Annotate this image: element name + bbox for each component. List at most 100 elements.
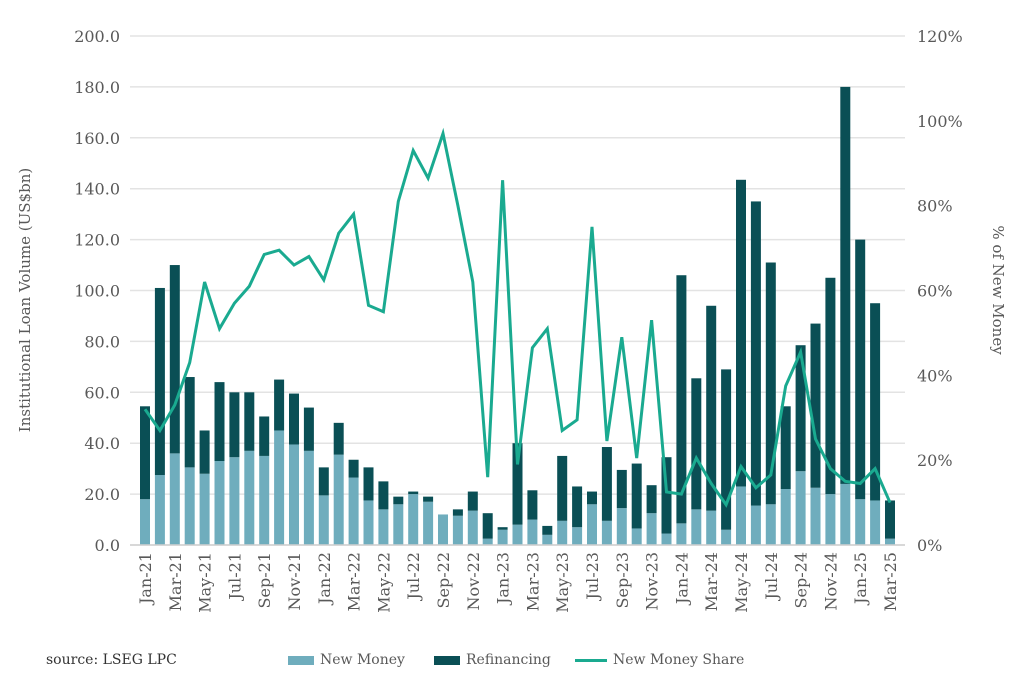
bar-new-money — [810, 487, 821, 545]
bar-refinancing — [378, 481, 389, 510]
bar-new-money — [333, 454, 344, 545]
legend-new-money: New Money — [288, 652, 405, 668]
bar-refinancing — [318, 467, 329, 496]
bar-new-money — [378, 509, 389, 545]
bar-refinancing — [512, 443, 523, 525]
y-axis-title: Institutional Loan Volume (US$bn) — [16, 168, 34, 432]
bar-new-money — [229, 457, 240, 545]
bar-new-money — [423, 501, 434, 545]
bar-refinancing — [527, 490, 538, 520]
bar-new-money — [527, 519, 538, 545]
x-tick-label: Sep-22 — [434, 552, 453, 608]
x-tick-label: Jan-21 — [136, 552, 155, 606]
x-tick-label: May-23 — [553, 552, 572, 613]
bar-new-money — [736, 486, 746, 545]
bar-refinancing — [616, 469, 627, 509]
bar-new-money — [408, 494, 419, 545]
bar-new-money — [721, 529, 732, 545]
bar-refinancing — [676, 275, 687, 524]
bar-new-money — [750, 505, 761, 545]
bar-refinancing — [333, 422, 344, 455]
bar-refinancing — [542, 525, 553, 535]
bar-new-money — [542, 534, 553, 545]
bar-refinancing — [497, 527, 508, 530]
legend-line — [575, 658, 607, 662]
bar-refinancing — [393, 496, 404, 505]
bar-refinancing — [140, 406, 150, 500]
bar-refinancing — [691, 378, 702, 510]
legend-label: New Money Share — [613, 652, 745, 668]
x-tick-label: Mar-21 — [166, 552, 185, 611]
bar-new-money — [140, 499, 150, 545]
bar-new-money — [244, 450, 255, 545]
bar-refinancing — [840, 86, 851, 484]
x-tick-label: Jul-24 — [762, 552, 781, 602]
bar-refinancing — [795, 345, 806, 472]
y2-tick-label: 80% — [917, 197, 953, 216]
bar-refinancing — [706, 305, 717, 511]
bar-new-money — [885, 538, 895, 545]
legend-label: Refinancing — [466, 652, 551, 668]
x-tick-label: Nov-22 — [464, 552, 483, 610]
y2-tick-label: 60% — [917, 282, 953, 301]
bar-refinancing — [855, 239, 866, 500]
bar-new-money — [601, 520, 612, 545]
bar-new-money — [765, 504, 776, 545]
x-tick-label: Sep-23 — [613, 552, 632, 608]
x-tick-label: Mar-24 — [702, 552, 721, 611]
y2-tick-label: 120% — [917, 27, 963, 46]
bar-refinancing — [572, 486, 583, 528]
bar-refinancing — [184, 377, 195, 468]
bar-new-money — [587, 504, 597, 545]
bar-new-money — [289, 444, 299, 545]
x-tick-label: May-24 — [732, 552, 751, 613]
bar-refinancing — [289, 393, 299, 445]
x-tick-label: Jul-22 — [404, 552, 423, 602]
bar-refinancing — [199, 430, 210, 474]
bar-new-money — [780, 489, 791, 545]
bar-refinancing — [348, 459, 359, 478]
x-tick-label: Sep-24 — [792, 552, 811, 608]
bar-new-money — [497, 529, 508, 545]
bar-refinancing — [467, 491, 478, 511]
bar-new-money — [363, 500, 374, 545]
bar-new-money — [393, 504, 404, 545]
legend-refinancing: Refinancing — [434, 652, 551, 668]
bar-refinancing — [885, 500, 895, 539]
source-note: source: LSEG LPC — [46, 652, 177, 668]
bar-new-money — [154, 475, 165, 545]
y-tick-label: 160.0 — [74, 129, 120, 148]
bar-refinancing — [661, 457, 672, 534]
legend-swatch — [434, 655, 460, 665]
y-tick-label: 120.0 — [74, 231, 120, 250]
bar-new-money — [631, 528, 642, 545]
bar-refinancing — [244, 392, 255, 451]
bar-new-money — [795, 471, 806, 545]
x-tick-label: Nov-21 — [285, 552, 304, 610]
bar-new-money — [259, 455, 270, 545]
bar-refinancing — [780, 406, 791, 490]
y-tick-label: 20.0 — [84, 485, 120, 504]
y-tick-label: 80.0 — [84, 332, 120, 351]
bar-refinancing — [825, 277, 836, 495]
bar-refinancing — [557, 455, 568, 521]
bar-refinancing — [154, 287, 165, 476]
bar-new-money — [184, 467, 195, 545]
bar-refinancing — [587, 491, 597, 505]
bar-refinancing — [214, 382, 225, 462]
y-tick-label: 100.0 — [74, 282, 120, 301]
bar-new-money — [452, 515, 463, 545]
x-tick-label: Jan-22 — [315, 552, 334, 606]
bar-new-money — [855, 499, 866, 545]
bar-refinancing — [259, 416, 270, 456]
bar-refinancing — [169, 265, 180, 454]
bar-refinancing — [452, 509, 463, 516]
bar-new-money — [661, 533, 672, 545]
bar-new-money — [870, 500, 881, 545]
bar-new-money — [557, 520, 568, 545]
legend-new-money-share: New Money Share — [575, 652, 744, 668]
bar-new-money — [691, 509, 702, 545]
x-tick-label: May-22 — [374, 552, 393, 613]
